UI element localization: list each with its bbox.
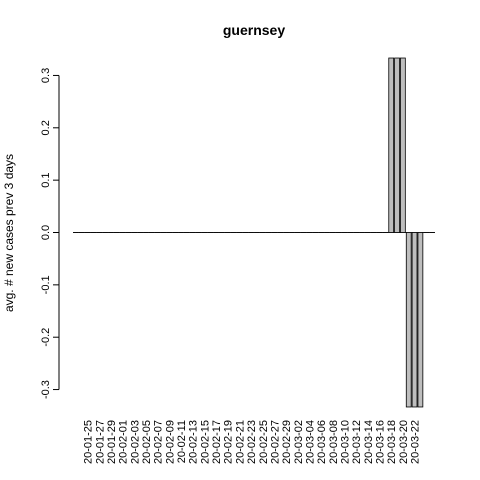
x-tick-label: 20-02-09 <box>164 420 176 464</box>
x-tick-label: 20-03-20 <box>398 420 410 464</box>
x-tick-label: 20-03-04 <box>304 420 316 464</box>
bar <box>388 57 395 233</box>
x-tick-label: 20-02-23 <box>246 420 258 464</box>
bars-group <box>73 57 435 408</box>
x-tick-label: 20-01-29 <box>106 420 118 464</box>
y-tick-label: -0.3 <box>40 380 52 399</box>
x-tick-label: 20-03-14 <box>363 420 375 464</box>
x-tick-label: 20-03-18 <box>386 420 398 464</box>
x-tick-label: 20-03-22 <box>410 420 422 464</box>
x-tick-label: 20-02-21 <box>234 420 246 464</box>
x-tick-label: 20-02-27 <box>269 420 281 464</box>
bar <box>400 57 406 233</box>
y-axis: -0.3 -0.2 -0.1 0.0 0.1 0.2 0.3 <box>40 68 60 399</box>
x-tick-label: 20-03-16 <box>375 420 387 464</box>
x-tick-label: 20-03-10 <box>340 420 352 464</box>
x-tick-label: 20-02-05 <box>141 420 153 464</box>
y-tick-label: 0.3 <box>40 68 52 83</box>
x-tick-label: 20-02-25 <box>258 420 270 464</box>
x-tick-label: 20-01-25 <box>83 420 95 464</box>
x-tick-label: 20-02-07 <box>153 420 165 464</box>
y-tick-label: 0.2 <box>40 120 52 135</box>
y-axis-label: avg. # new cases prev 3 days <box>2 154 16 312</box>
chart-title: guernsey <box>223 22 285 38</box>
x-tick-label: 20-02-11 <box>176 420 188 463</box>
y-tick-label: 0.1 <box>40 173 52 188</box>
bar <box>417 232 424 408</box>
x-tick-label: 20-02-29 <box>281 420 293 464</box>
x-tick-label: 20-02-13 <box>188 420 200 464</box>
x-tick-label: 20-01-27 <box>94 420 106 464</box>
bar <box>411 232 418 408</box>
x-tick-label: 20-02-01 <box>118 420 130 464</box>
bar <box>394 57 400 233</box>
x-tick-label: 20-02-03 <box>129 420 141 464</box>
y-tick-label: -0.2 <box>40 328 52 347</box>
y-tick-label: 0.0 <box>40 225 52 240</box>
x-tick-label: 20-02-15 <box>199 420 211 464</box>
x-tick-label: 20-03-06 <box>316 420 328 464</box>
x-tick-label: 20-02-17 <box>211 420 223 464</box>
x-tick-label: 20-03-12 <box>351 420 363 464</box>
y-tick-label: -0.1 <box>40 275 52 294</box>
x-tick-label: 20-03-02 <box>293 420 305 464</box>
x-tick-label: 20-02-19 <box>223 420 235 464</box>
x-tick-labels: 20-01-25 20-01-27 20-01-29 20-02-01 20-02-03… <box>83 420 422 464</box>
bar <box>405 232 412 408</box>
x-tick-label: 20-03-08 <box>328 420 340 464</box>
